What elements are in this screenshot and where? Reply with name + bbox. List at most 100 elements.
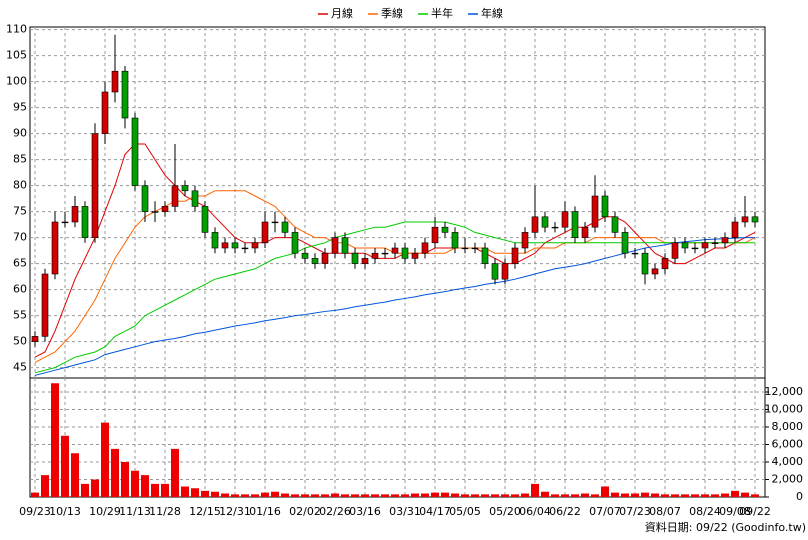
volume-bar xyxy=(111,448,119,497)
volume-bar xyxy=(221,493,229,497)
y-tick-label: 75 xyxy=(13,205,27,218)
volume-bar xyxy=(201,490,209,497)
volume-bar xyxy=(321,494,329,497)
volume-bar xyxy=(51,383,59,497)
volume-bar xyxy=(101,422,109,497)
x-tick-label: 03/31 xyxy=(389,505,421,518)
y-tick-label: 45 xyxy=(13,361,27,374)
x-tick-label: 09/22 xyxy=(739,505,771,518)
volume-bar xyxy=(421,493,429,497)
candle-body xyxy=(491,263,499,280)
y-tick-label: 105 xyxy=(6,49,27,62)
legend-label: 季線 xyxy=(381,6,403,20)
volume-bar xyxy=(271,491,279,497)
candle-body xyxy=(281,221,289,233)
volume-bar xyxy=(741,492,749,497)
candle-body xyxy=(401,247,409,259)
volume-bar xyxy=(651,493,659,497)
moving-average-line xyxy=(34,221,755,374)
candle-body xyxy=(441,226,449,233)
x-tick-label: 10/13 xyxy=(49,505,81,518)
candle-body xyxy=(341,237,349,254)
volume-bar xyxy=(211,491,219,497)
y-tick-label: 85 xyxy=(13,153,27,166)
candle-body xyxy=(311,258,319,264)
candle-body xyxy=(461,247,469,250)
volume-bar xyxy=(461,494,469,497)
volume-bar xyxy=(511,494,519,497)
candle-body xyxy=(561,211,569,228)
volume-bar xyxy=(331,493,339,497)
legend-label: 年線 xyxy=(481,6,503,20)
volume-bar xyxy=(621,493,629,497)
candle-body xyxy=(191,190,199,207)
volume-bar xyxy=(41,475,49,497)
candle-body xyxy=(241,247,249,250)
volume-bar xyxy=(231,494,239,497)
x-tick-label: 03/16 xyxy=(349,505,381,518)
candle-body xyxy=(81,206,89,238)
moving-average-line xyxy=(34,190,756,363)
volume-bar xyxy=(401,494,409,497)
candle-body xyxy=(61,221,69,224)
candle-body xyxy=(181,185,189,192)
volume-bar xyxy=(721,493,729,497)
volume-bar xyxy=(521,493,529,497)
candle-body xyxy=(141,185,149,212)
volume-bar xyxy=(31,492,39,497)
candle-body xyxy=(391,247,399,254)
y-tick-label: 80 xyxy=(13,179,27,192)
candle-body xyxy=(481,247,489,264)
candle-body xyxy=(731,221,739,238)
volume-bar xyxy=(681,494,689,497)
volume-bar xyxy=(291,494,299,497)
legend-label: 半年 xyxy=(431,6,453,20)
volume-bar xyxy=(451,493,459,497)
volume-bar xyxy=(311,494,319,497)
volume-tick-label: 12,000 xyxy=(765,385,804,398)
volume-tick-label: 2,000 xyxy=(772,473,804,486)
y-tick-label: 90 xyxy=(13,127,27,140)
x-tick-label: 02/02 xyxy=(289,505,321,518)
y-tick-label: 95 xyxy=(13,101,27,114)
candle-body xyxy=(251,242,259,249)
volume-bar xyxy=(341,494,349,497)
x-tick-label: 08/07 xyxy=(649,505,681,518)
volume-bar xyxy=(471,494,479,497)
x-tick-label: 06/04 xyxy=(519,505,551,518)
candle-body xyxy=(531,216,539,233)
candle-body xyxy=(651,268,659,275)
candle-body xyxy=(681,242,689,249)
y-tick-label: 60 xyxy=(13,283,27,296)
x-tick-label: 01/16 xyxy=(249,505,281,518)
volume-bar xyxy=(481,494,489,497)
candle-body xyxy=(621,232,629,254)
volume-tick-label: 4,000 xyxy=(772,455,804,468)
candle-body xyxy=(91,133,99,238)
candle-body xyxy=(301,252,309,259)
volume-bar xyxy=(591,494,599,497)
legend-label: 月線 xyxy=(331,6,353,20)
candle-body xyxy=(711,242,719,244)
volume-bar xyxy=(411,493,419,497)
candle-body xyxy=(741,216,749,223)
candle-body xyxy=(291,232,299,254)
candle-body xyxy=(411,252,419,259)
volume-bar xyxy=(671,494,679,497)
volume-bar xyxy=(611,492,619,497)
x-tick-label: 09/23 xyxy=(19,505,51,518)
volume-tick-label: 10,000 xyxy=(765,403,804,416)
candle-body xyxy=(321,252,329,264)
volume-bar xyxy=(581,493,589,497)
candle-body xyxy=(431,226,439,244)
volume-bar xyxy=(561,494,569,497)
volume-bar xyxy=(731,490,739,497)
x-tick-label: 09/08 xyxy=(719,505,751,518)
candle-body xyxy=(521,232,529,249)
candle-body xyxy=(751,216,759,223)
candle-body xyxy=(541,216,549,228)
candle-body xyxy=(41,273,49,337)
candle-body xyxy=(721,237,729,244)
candle-body xyxy=(661,258,669,270)
